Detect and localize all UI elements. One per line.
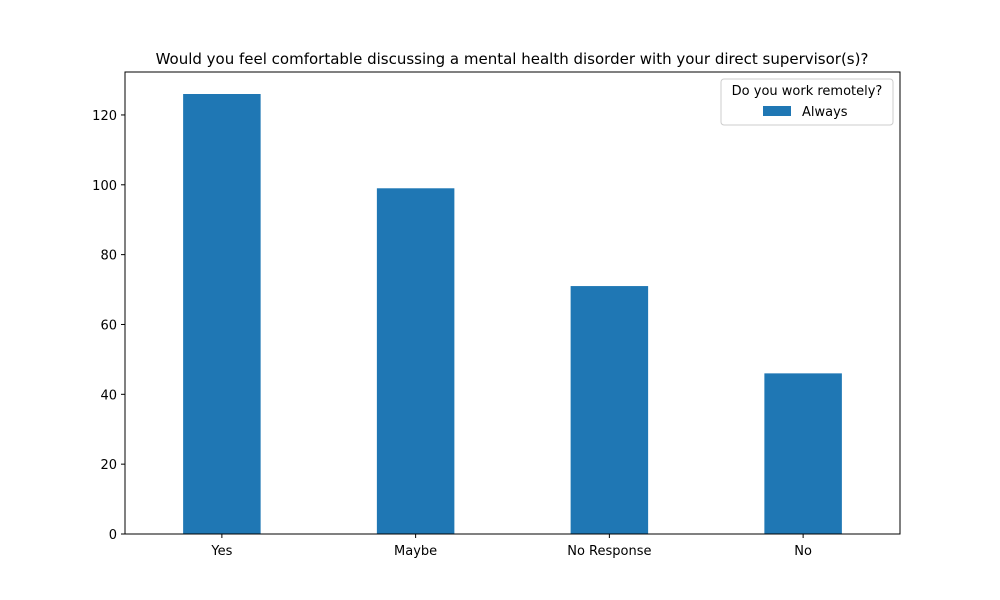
bar-no-response bbox=[570, 286, 649, 534]
x-tick-label: No Response bbox=[567, 544, 651, 559]
x-tick-label: No bbox=[794, 544, 812, 559]
legend: Do you work remotely? Always bbox=[720, 78, 894, 126]
bar-no bbox=[764, 373, 842, 534]
bars-layer bbox=[183, 94, 842, 535]
y-tick-label: 20 bbox=[100, 458, 117, 473]
axes-layer: Yes Maybe No Response No 0 20 40 60 80 100 120 bbox=[92, 109, 812, 559]
y-tick-label: 60 bbox=[100, 318, 117, 333]
bar-maybe bbox=[376, 188, 455, 535]
x-tick-label: Maybe bbox=[394, 544, 437, 559]
y-tick-label: 40 bbox=[100, 388, 117, 403]
legend-swatch bbox=[763, 106, 791, 116]
legend-title: Do you work remotely? bbox=[732, 84, 883, 99]
plot-frame bbox=[124, 71, 901, 535]
y-tick-label: 80 bbox=[100, 249, 117, 264]
y-tick-label: 100 bbox=[92, 179, 117, 194]
y-tick-label: 120 bbox=[92, 109, 117, 124]
x-tick-label: Yes bbox=[210, 544, 232, 559]
bar-yes bbox=[183, 94, 261, 534]
legend-label: Always bbox=[802, 105, 848, 120]
legend-entries: Always bbox=[763, 105, 848, 120]
chart-title: Would you feel comfortable discussing a … bbox=[156, 50, 869, 68]
y-tick-label: 0 bbox=[109, 528, 117, 543]
